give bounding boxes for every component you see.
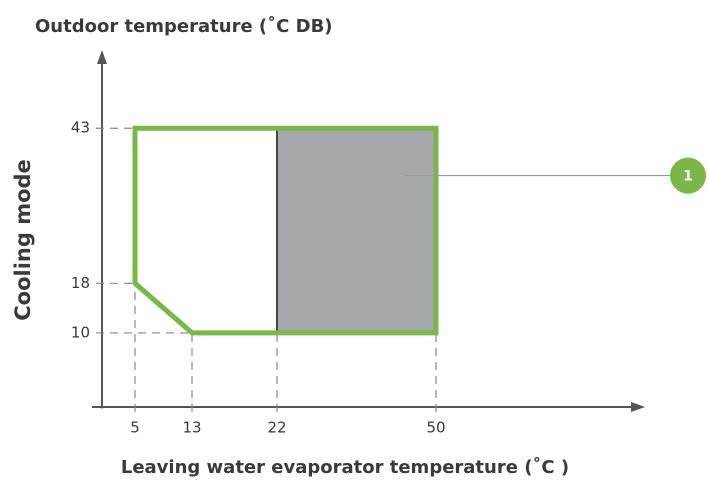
operating-region [277, 128, 436, 333]
chart-title: Outdoor temperature (˚C DB) [35, 15, 333, 37]
x-axis-label: Leaving water evaporator temperature (˚C… [121, 456, 569, 478]
envelope [132, 125, 439, 336]
side-label: Cooling mode [11, 159, 35, 321]
x-axis-arrow [631, 402, 645, 412]
y-tick-label: 10 [71, 323, 90, 341]
x-tick-label: 50 [426, 419, 445, 437]
y-tick-label: 43 [71, 119, 90, 137]
x-tick-label: 22 [267, 419, 286, 437]
callout-badge [670, 157, 706, 194]
x-tick-label: 5 [130, 419, 140, 437]
x-tick-label: 13 [182, 419, 201, 437]
y-axis-arrow [97, 50, 107, 64]
callout-number: 1 [683, 169, 693, 185]
y-tick-label: 18 [71, 274, 90, 292]
